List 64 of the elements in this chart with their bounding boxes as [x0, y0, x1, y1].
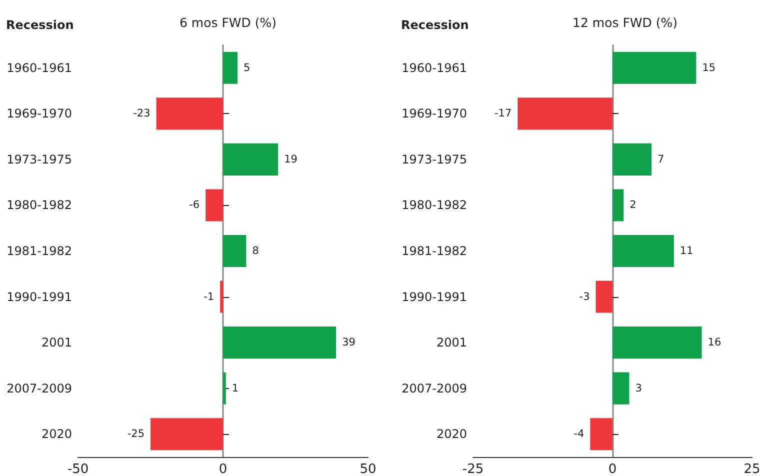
- bar: [223, 234, 246, 268]
- y-tick-label: 2020: [41, 427, 72, 442]
- bar: [223, 143, 278, 176]
- data-label: -17: [494, 108, 512, 120]
- chart-title: 6 mos FWD (%): [179, 15, 277, 30]
- data-label: 5: [244, 62, 250, 74]
- bar: [223, 326, 336, 359]
- bar: [612, 52, 696, 84]
- y-tick-label: 2007-2009: [402, 381, 467, 396]
- bar: [156, 98, 223, 130]
- bar: [596, 280, 612, 313]
- y-tick-label: 1981-1982: [402, 244, 467, 258]
- bar: [223, 372, 226, 404]
- x-tick-label: 25: [744, 462, 760, 476]
- y-tick-label: 1990-1991: [402, 290, 467, 304]
- y-axis-title: Recession: [6, 18, 74, 32]
- data-label: -4: [574, 428, 584, 440]
- x-tick-label: 0: [218, 462, 228, 476]
- bar: [206, 189, 223, 222]
- data-label: 3: [635, 382, 642, 394]
- y-tick-label: 1981-1982: [6, 244, 72, 258]
- bar: [220, 280, 223, 313]
- data-label: -1: [204, 290, 214, 303]
- data-label: 19: [284, 153, 298, 166]
- x-tick-label: 50: [360, 462, 376, 476]
- bar: [612, 326, 702, 359]
- y-tick-label: 1960-1961: [402, 60, 467, 75]
- bar: [612, 143, 652, 176]
- data-label: -3: [579, 290, 590, 303]
- y-tick-label: 2020: [436, 427, 467, 442]
- data-label: 15: [702, 62, 716, 74]
- y-tick-label: 2001: [436, 336, 467, 350]
- bar: [590, 418, 612, 450]
- data-label: 16: [708, 336, 722, 349]
- chart-title: 12 mos FWD (%): [572, 15, 678, 30]
- data-label: 2: [630, 199, 636, 212]
- bar: [612, 372, 630, 404]
- y-tick-label: 1973-1975: [402, 152, 467, 166]
- bar: [518, 98, 612, 130]
- x-tick-label: 0: [608, 462, 617, 476]
- data-label: -25: [127, 428, 144, 440]
- y-tick-label: 1960-1961: [6, 60, 72, 75]
- y-tick-label: 1973-1975: [6, 152, 72, 166]
- data-label: 11: [680, 245, 694, 257]
- y-tick-label: 2001: [41, 336, 72, 350]
- bar: [612, 234, 674, 268]
- bar: [150, 418, 223, 450]
- y-tick-label: 1980-1982: [6, 198, 72, 212]
- y-tick-label: 1990-1991: [6, 290, 72, 304]
- data-label: 1: [232, 382, 239, 394]
- y-axis-title: Recession: [401, 18, 469, 32]
- bar: [612, 189, 624, 222]
- y-tick-label: 1969-1970: [402, 106, 467, 121]
- data-label: -23: [133, 108, 150, 120]
- x-tick-label: -25: [462, 462, 484, 476]
- y-tick-label: 1969-1970: [6, 106, 72, 121]
- y-tick-label: 2007-2009: [6, 381, 72, 396]
- data-label: 39: [342, 336, 356, 349]
- data-label: 7: [658, 153, 664, 166]
- bar: [223, 52, 238, 84]
- data-label: 8: [252, 245, 259, 257]
- data-label: -6: [189, 199, 200, 212]
- x-tick-label: -50: [67, 462, 89, 476]
- y-tick-label: 1980-1982: [402, 198, 467, 212]
